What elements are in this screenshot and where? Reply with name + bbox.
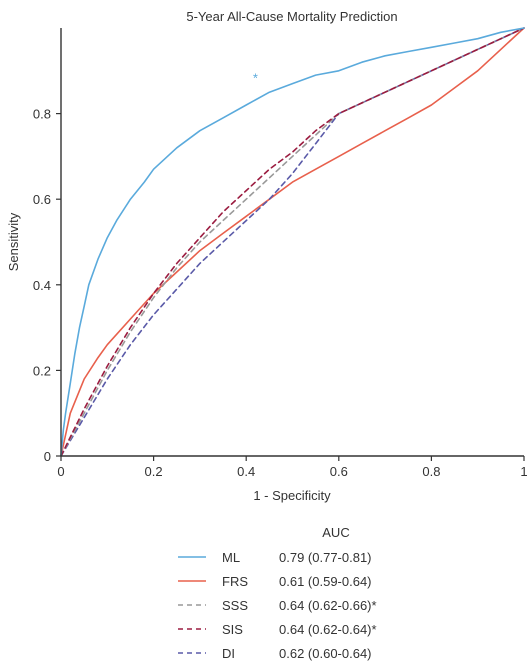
significance-annotation: * [253,70,258,85]
y-axis-label: Sensitivity [6,212,21,271]
y-tick-label: 0.2 [33,363,51,378]
y-tick-label: 0.6 [33,192,51,207]
y-axis: 0 0.2 0.4 0.6 0.8 [33,107,61,464]
x-tick-label: 0.6 [330,464,348,479]
legend-title: AUC [322,525,349,540]
legend-series-name: SIS [222,622,243,637]
legend-item-sis: SIS 0.64 (0.62-0.64)* [178,622,377,637]
x-tick-label: 0.4 [237,464,255,479]
series-line-ml [60,27,525,457]
plot-area [60,27,525,457]
series-line-frs [60,27,525,457]
x-tick-label: 0 [57,464,64,479]
series-line-di [60,27,525,457]
legend-item-sss: SSS 0.64 (0.62-0.66)* [178,598,377,613]
y-tick-label: 0.4 [33,278,51,293]
legend: ML 0.79 (0.77-0.81) FRS 0.61 (0.59-0.64) SSS… [178,550,377,661]
series-line-sis [60,27,525,457]
legend-series-name: ML [222,550,240,565]
legend-item-di: DI 0.62 (0.60-0.64) [178,646,372,661]
legend-auc-value: 0.61 (0.59-0.64) [279,574,372,589]
x-tick-label: 0.8 [422,464,440,479]
chart-title: 5-Year All-Cause Mortality Prediction [186,9,397,24]
legend-item-ml: ML 0.79 (0.77-0.81) [178,550,372,565]
series-line-sss [60,27,525,457]
legend-series-name: FRS [222,574,248,589]
legend-auc-value: 0.64 (0.62-0.64)* [279,622,377,637]
x-tick-label: 0.2 [145,464,163,479]
y-tick-label: 0 [44,449,51,464]
y-tick-label: 0.8 [33,107,51,122]
x-tick-label: 1 [520,464,527,479]
legend-auc-value: 0.62 (0.60-0.64) [279,646,372,661]
legend-item-frs: FRS 0.61 (0.59-0.64) [178,574,372,589]
x-axis-label: 1 - Specificity [253,488,331,503]
legend-series-name: DI [222,646,235,661]
x-axis: 0 0.2 0.4 0.6 0.8 1 [57,456,528,479]
legend-auc-value: 0.64 (0.62-0.66)* [279,598,377,613]
legend-auc-value: 0.79 (0.77-0.81) [279,550,372,565]
legend-series-name: SSS [222,598,248,613]
